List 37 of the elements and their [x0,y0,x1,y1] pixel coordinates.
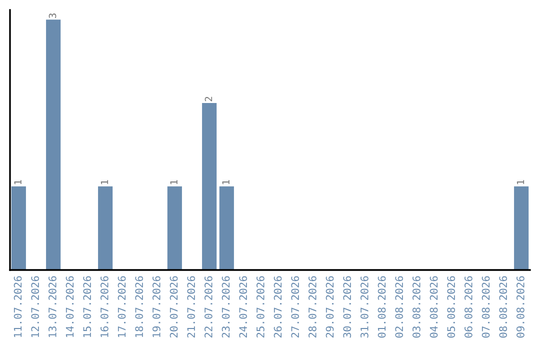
x-tick-label: 01.08.2026 [378,276,386,338]
data-label: 1 [516,180,524,184]
x-tick-label: 20.07.2026 [170,276,178,338]
x-tick-label: 03.08.2026 [412,276,420,338]
x-tick-label: 18.07.2026 [135,276,144,338]
x-tick-label: 24.07.2026 [239,276,248,338]
x-tick-label: 17.07.2026 [118,276,126,338]
x-tick-label: 27.07.2026 [291,276,300,338]
x-tick-label: 25.07.2026 [256,276,264,338]
x-tick-label: 07.08.2026 [482,276,490,338]
data-label: 1 [170,180,178,184]
x-tick-label: 14.07.2026 [66,276,74,338]
x-tick-label: 15.07.2026 [83,276,92,338]
x-tick-label: 09.08.2026 [516,276,524,338]
x-tick-label: 02.08.2026 [395,276,404,338]
x-tick-label: 16.07.2026 [100,276,108,338]
x-tick-label: 26.07.2026 [274,276,282,338]
data-label: 1 [14,180,22,184]
data-label: 3 [48,13,56,18]
x-tick-label: 29.07.2026 [326,276,334,338]
x-tick-label: 21.07.2026 [187,276,196,338]
x-tick-label: 11.07.2026 [14,276,22,338]
x-tick-label: 30.07.2026 [343,276,352,338]
data-label: 2 [204,96,212,102]
x-tick-label: 12.07.2026 [31,276,40,338]
x-tick-label: 31.07.2026 [360,276,368,338]
x-tick-label: 04.08.2026 [430,276,438,338]
data-label: 1 [100,180,108,184]
x-tick-label: 13.07.2026 [48,276,56,338]
x-tick-label: 22.07.2026 [204,276,212,338]
x-tick-label: 28.07.2026 [308,276,316,338]
x-tick-label: 08.08.2026 [499,276,508,338]
x-tick-label: 05.08.2026 [447,276,456,338]
x-tick-label: 23.07.2026 [222,276,230,338]
data-label: 1 [222,180,230,184]
x-tick-label: 06.08.2026 [464,276,472,338]
x-tick-label: 19.07.2026 [152,276,160,338]
